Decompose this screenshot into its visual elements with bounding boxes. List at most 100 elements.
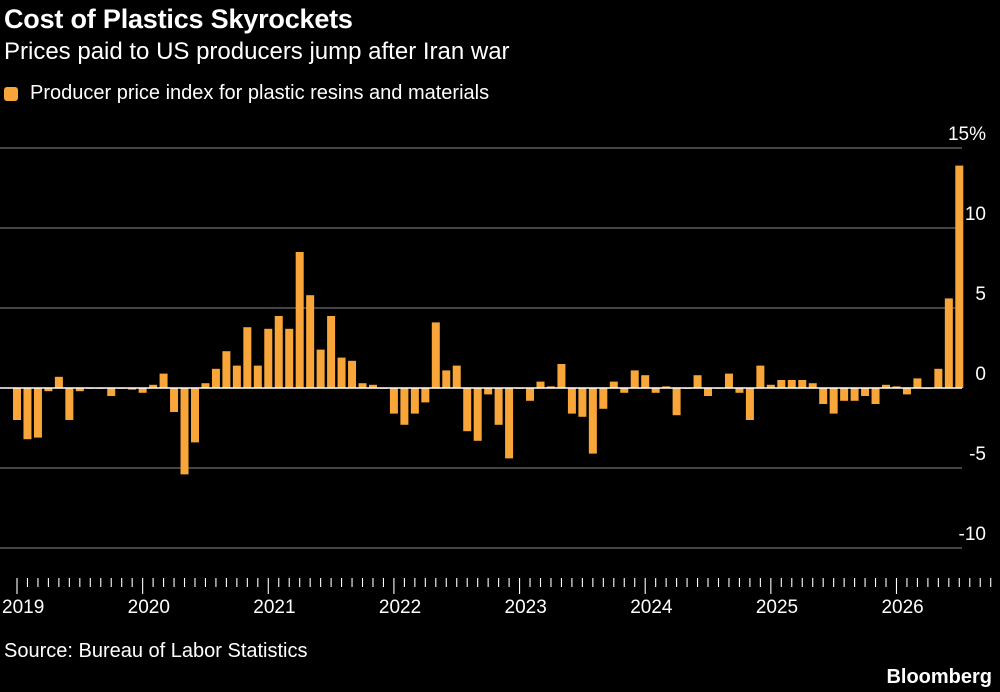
bar [410, 388, 419, 414]
bar [798, 380, 807, 388]
bar [494, 388, 503, 425]
bar [243, 327, 252, 388]
chart-subtitle: Prices paid to US producers jump after I… [4, 38, 510, 65]
bar [54, 376, 63, 388]
bar [630, 370, 639, 388]
bar [253, 365, 262, 388]
bar [829, 388, 838, 414]
bar [463, 388, 472, 432]
bar [431, 322, 440, 388]
bar [211, 368, 220, 388]
bar [65, 388, 74, 420]
bar [704, 388, 713, 396]
x-tick-label: 2026 [881, 597, 923, 618]
bar [609, 381, 618, 388]
y-tick-label: 10 [965, 204, 986, 225]
bar [787, 380, 796, 388]
bar [745, 388, 754, 420]
bar [421, 388, 430, 403]
x-tick-label: 2022 [379, 597, 421, 618]
bar [180, 388, 189, 475]
bar [766, 384, 775, 388]
x-tick-label: 2023 [505, 597, 547, 618]
bar [902, 388, 911, 395]
y-tick-label: 5 [975, 284, 986, 305]
legend: Producer price index for plastic resins … [4, 82, 489, 105]
bar [452, 365, 461, 388]
bar [756, 365, 765, 388]
bar [693, 375, 702, 388]
bar [274, 316, 283, 388]
bar [599, 388, 608, 409]
bar [44, 388, 53, 392]
bar [567, 388, 576, 414]
bar [861, 388, 870, 396]
bar [138, 388, 147, 393]
x-tick-label: 2021 [253, 597, 295, 618]
bar [33, 388, 42, 438]
bar [819, 388, 828, 404]
bar [934, 368, 943, 388]
bar [13, 388, 21, 420]
bar [557, 364, 566, 388]
bar [232, 365, 241, 388]
bar [882, 384, 891, 388]
x-tick-label: 2024 [630, 597, 673, 618]
bar [285, 328, 294, 388]
y-axis-ticks: 15% 10 5 0 -5 -10 [948, 124, 986, 545]
x-tick-label: 2020 [128, 597, 170, 618]
bar [473, 388, 482, 441]
bar [348, 360, 357, 388]
gridlines [0, 147, 962, 549]
x-tick-label: 2019 [2, 597, 44, 618]
bar [23, 388, 32, 440]
bar [149, 384, 158, 388]
bloomberg-logo: Bloomberg [886, 666, 992, 688]
chart-title: Cost of Plastics Skyrockets [4, 4, 353, 34]
bar [641, 375, 650, 388]
bar [944, 298, 953, 388]
source-note: Source: Bureau of Labor Statistics [4, 640, 308, 662]
x-axis-ticks: 2019 2020 2021 2022 2023 2024 2025 2026 [2, 578, 992, 618]
bar [850, 388, 859, 401]
bar [306, 295, 315, 388]
bar [484, 388, 493, 395]
bar [620, 388, 629, 393]
bar [264, 328, 273, 388]
bar [316, 349, 325, 388]
bar [578, 388, 587, 417]
bar [536, 381, 545, 388]
bar [735, 388, 744, 393]
bar [672, 388, 681, 416]
bar [955, 165, 964, 388]
bars [13, 165, 964, 475]
y-tick-label: -10 [959, 524, 986, 545]
y-tick-label: 0 [975, 364, 986, 385]
bar [107, 388, 116, 396]
bar [170, 388, 179, 412]
bar [337, 357, 346, 388]
y-tick-label: 15% [948, 124, 986, 145]
bar [327, 316, 336, 388]
bar [724, 373, 733, 388]
bar [75, 388, 84, 392]
bar [442, 370, 451, 388]
bar [840, 388, 849, 401]
bar [201, 383, 210, 388]
bar [808, 383, 817, 388]
legend-swatch [4, 86, 18, 101]
bar [588, 388, 597, 454]
x-tick-label: 2025 [756, 597, 798, 618]
bar [159, 373, 168, 388]
bar [295, 252, 304, 388]
bar [222, 351, 231, 388]
bar [913, 378, 922, 388]
bar [389, 388, 398, 414]
bar [368, 384, 377, 388]
bar [400, 388, 409, 425]
bar [871, 388, 880, 404]
legend-label: Producer price index for plastic resins … [30, 82, 490, 104]
bar [651, 388, 660, 393]
bar [526, 388, 535, 401]
